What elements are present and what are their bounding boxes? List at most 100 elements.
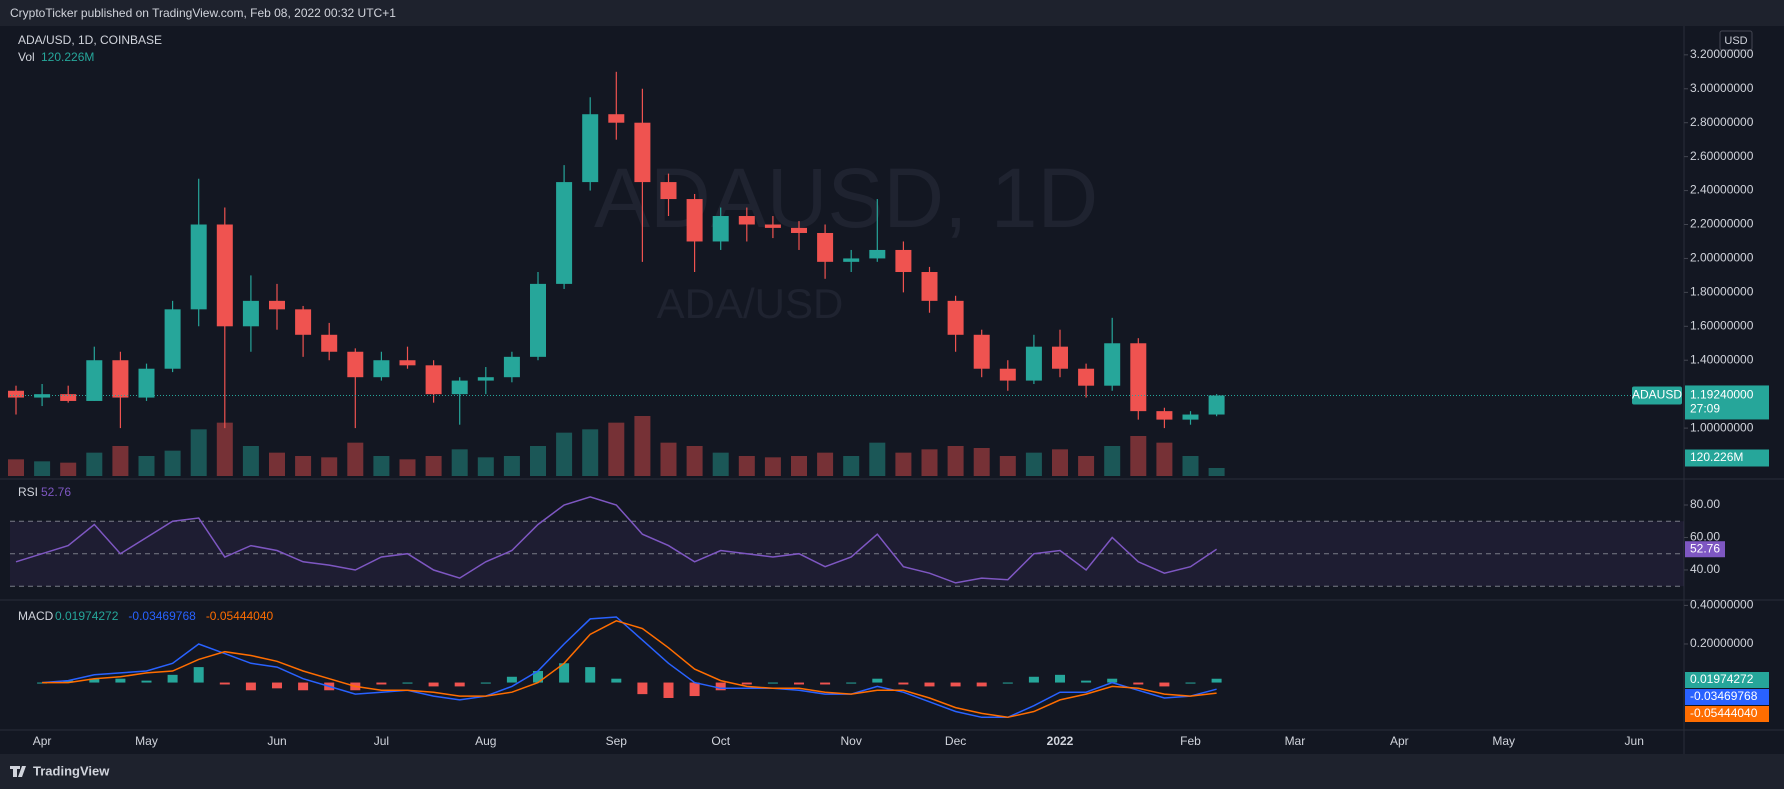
watermark-subtitle: ADA/USD bbox=[657, 280, 844, 327]
candle-body bbox=[8, 390, 24, 398]
y-tick-label: 0.40000000 bbox=[1690, 598, 1754, 612]
volume-bar bbox=[373, 456, 390, 476]
candle-body bbox=[1182, 414, 1199, 420]
volume-bar bbox=[451, 449, 468, 476]
macd-histogram-bar bbox=[428, 682, 439, 687]
macd-histogram-bar bbox=[167, 674, 178, 683]
volume-bar bbox=[34, 461, 51, 476]
y-tick-label: 2.60000000 bbox=[1690, 149, 1754, 163]
y-tick-label: 1.00000000 bbox=[1690, 420, 1754, 434]
candle-body bbox=[738, 216, 755, 225]
candle-body bbox=[1130, 343, 1147, 412]
volume-bar bbox=[477, 457, 494, 476]
volume-bar bbox=[791, 456, 807, 476]
candle-body bbox=[216, 224, 233, 327]
last-price-box bbox=[1685, 385, 1769, 420]
publisher-note: CryptoTicker published on TradingView.co… bbox=[10, 6, 396, 20]
rsi-line bbox=[15, 496, 1218, 584]
candle-body bbox=[164, 309, 181, 369]
macd-histogram-bar bbox=[1055, 674, 1065, 683]
volume-bar bbox=[999, 456, 1016, 476]
macd-histogram-bar bbox=[767, 682, 778, 684]
candle-body bbox=[1208, 395, 1225, 415]
candle-body bbox=[869, 249, 886, 259]
volume-bar bbox=[1052, 449, 1068, 476]
macd-histogram-bar bbox=[1081, 680, 1092, 683]
volume-bar bbox=[399, 459, 416, 476]
macd-legend-value: -0.05444040 bbox=[206, 609, 274, 623]
volume-bar bbox=[86, 452, 103, 476]
candle-body bbox=[399, 360, 416, 366]
x-tick-label: Feb bbox=[1180, 734, 1201, 748]
candle-body bbox=[712, 216, 729, 242]
volume-bar bbox=[112, 446, 129, 476]
volume-bar bbox=[321, 457, 338, 476]
last-price: 1.19240000 bbox=[1690, 388, 1754, 402]
macd-histogram-bar bbox=[1159, 682, 1170, 687]
currency-box bbox=[1719, 30, 1753, 51]
macd-histogram-bar bbox=[950, 682, 961, 687]
volume-bar bbox=[164, 450, 181, 476]
volume-bar bbox=[8, 459, 24, 476]
y-tick-label: 3.20000000 bbox=[1690, 47, 1754, 61]
macd-histogram-bar bbox=[1107, 678, 1118, 683]
volume-bar bbox=[608, 422, 625, 476]
volume-bar bbox=[843, 456, 860, 476]
volume-bar bbox=[138, 456, 155, 476]
volume-legend-name: Vol bbox=[18, 50, 35, 64]
y-tick-label: 1.60000000 bbox=[1690, 318, 1754, 332]
rsi-last-box bbox=[1685, 541, 1725, 558]
macd-legend-name: MACD bbox=[18, 609, 54, 623]
volume-bar bbox=[921, 449, 938, 476]
candle-body bbox=[1104, 343, 1121, 386]
macd-last: -0.03469768 bbox=[1690, 689, 1758, 703]
macd-histogram-bar bbox=[1185, 682, 1196, 684]
volume-bar bbox=[1182, 456, 1199, 476]
rsi-legend-name: RSI bbox=[18, 485, 38, 499]
x-tick-label: 2022 bbox=[1047, 734, 1074, 748]
volume-bar bbox=[425, 456, 442, 476]
candle-body bbox=[764, 224, 781, 228]
macd-histogram-bar bbox=[115, 678, 126, 683]
volume-legend-value: 120.226M bbox=[41, 50, 94, 64]
volume-bar bbox=[712, 452, 729, 476]
macd-histogram-bar bbox=[741, 682, 752, 685]
macd-last-box bbox=[1685, 672, 1769, 688]
macd-histogram-bar bbox=[376, 682, 387, 685]
macd-last: 0.01974272 bbox=[1690, 672, 1754, 686]
macd-histogram-bar bbox=[976, 682, 987, 687]
candle-body bbox=[60, 394, 77, 401]
macd-histogram-bar bbox=[585, 667, 596, 683]
y-tick-label: 1.80000000 bbox=[1690, 285, 1754, 299]
symbol-tag: ADAUSD bbox=[1632, 388, 1682, 402]
volume-bar bbox=[660, 442, 677, 476]
candle-body bbox=[582, 114, 599, 183]
macd-histogram-bar bbox=[506, 676, 517, 683]
x-tick-label: Mar bbox=[1285, 734, 1306, 748]
macd-histogram-bar bbox=[689, 682, 700, 697]
candle-body bbox=[947, 300, 964, 335]
candle-body bbox=[269, 300, 285, 310]
candle-body bbox=[242, 300, 259, 327]
volume-bar bbox=[242, 446, 259, 476]
candle-body bbox=[347, 351, 364, 378]
candle-body bbox=[190, 224, 207, 310]
macd-histogram-bar bbox=[872, 678, 883, 683]
x-tick-label: Dec bbox=[945, 734, 966, 748]
macd-histogram-bar bbox=[820, 682, 831, 685]
macd-histogram-bar bbox=[63, 680, 74, 683]
macd-histogram-bar bbox=[298, 682, 309, 691]
y-tick-label: 3.00000000 bbox=[1690, 81, 1754, 95]
volume-bar bbox=[347, 442, 364, 476]
candle-body bbox=[660, 182, 677, 200]
candle-body bbox=[34, 394, 51, 398]
macd-histogram-bar bbox=[1211, 678, 1222, 683]
volume-bar bbox=[1025, 452, 1042, 476]
watermark: ADAUSD, 1D bbox=[594, 151, 1098, 245]
volume-bar bbox=[634, 416, 651, 476]
candle-body bbox=[530, 283, 546, 357]
macd-histogram-bar bbox=[1002, 682, 1013, 684]
bottom-bar bbox=[0, 754, 1784, 789]
